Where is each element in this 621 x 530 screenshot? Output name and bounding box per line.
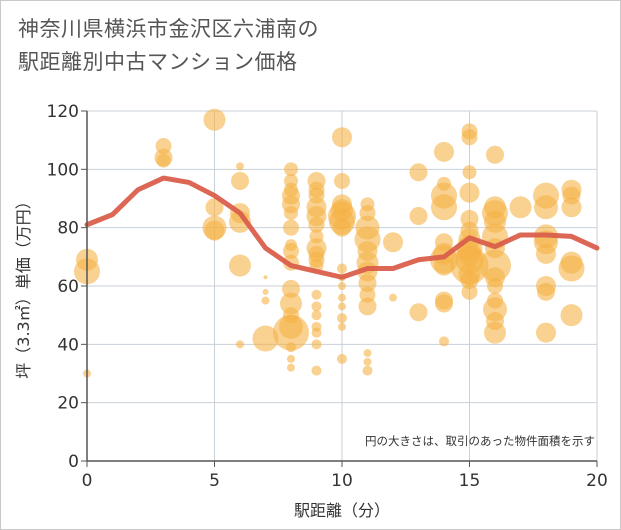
y-tick-label: 120: [47, 102, 79, 122]
data-bubble: [431, 194, 457, 221]
data-bubble: [439, 336, 449, 347]
data-bubble: [334, 173, 350, 189]
data-bubble: [311, 289, 322, 300]
y-tick-label: 20: [57, 394, 79, 414]
y-tick-label: 40: [57, 335, 79, 355]
data-bubble: [383, 232, 403, 253]
data-bubble: [561, 197, 582, 218]
data-bubble: [537, 282, 555, 301]
chart-title: 神奈川県横浜市金沢区六浦南の 駅距離別中古マンション価格: [18, 13, 319, 79]
data-bubble: [338, 322, 346, 331]
size-legend-note: 円の大きさは、取引のあった物件面積を示す: [365, 434, 595, 448]
data-bubble: [311, 327, 322, 338]
y-tick-label: 0: [68, 452, 79, 472]
data-bubble: [358, 274, 377, 293]
data-bubble: [509, 196, 532, 219]
data-bubble: [236, 162, 244, 171]
data-bubble: [282, 279, 300, 298]
data-bubble: [262, 288, 269, 295]
data-bubble: [337, 263, 347, 274]
data-bubble: [409, 163, 428, 182]
y-tick-label: 60: [57, 277, 79, 297]
data-bubble: [229, 254, 251, 277]
data-bubble: [486, 145, 504, 164]
data-bubble: [205, 198, 224, 217]
x-tick-label: 5: [209, 471, 220, 491]
x-axis-label: 駅距離（分）: [294, 501, 390, 520]
data-bubble: [311, 301, 322, 312]
data-bubble: [362, 365, 373, 376]
data-bubble: [461, 129, 478, 146]
data-bubble: [231, 172, 249, 190]
title-line-1: 神奈川県横浜市金沢区六浦南の: [18, 17, 319, 41]
data-bubble: [203, 108, 226, 131]
data-bubble: [434, 255, 454, 276]
data-bubble: [280, 292, 302, 315]
data-bubble: [560, 304, 583, 327]
y-tick-label: 80: [57, 219, 79, 239]
data-bubble: [434, 141, 454, 162]
trend-series: [84, 175, 600, 280]
x-tick-label: 0: [82, 471, 93, 491]
data-bubble: [332, 127, 352, 148]
data-bubble: [435, 294, 453, 313]
data-bubble: [283, 219, 299, 236]
data-bubble: [363, 357, 372, 366]
data-bubble: [487, 278, 503, 294]
data-bubble: [287, 354, 295, 363]
x-tick-label: 20: [586, 471, 608, 491]
data-bubble: [337, 353, 347, 364]
data-bubble: [462, 165, 477, 180]
data-bubble: [263, 275, 268, 280]
data-bubble: [284, 162, 298, 177]
data-bubble: [363, 349, 372, 358]
data-bubble: [536, 322, 556, 343]
x-tick-label: 10: [331, 471, 353, 491]
bubble-series: [74, 108, 585, 378]
data-bubble: [536, 243, 556, 264]
data-bubble: [338, 302, 346, 311]
data-bubble: [236, 340, 244, 349]
data-bubble: [156, 153, 171, 168]
data-bubble: [261, 296, 270, 305]
data-bubble: [461, 283, 478, 300]
data-bubble: [284, 206, 298, 221]
trend-line: [84, 175, 600, 280]
data-bubble: [558, 255, 585, 282]
data-bubble: [204, 220, 225, 241]
data-bubble: [459, 182, 480, 203]
x-tick-label: 15: [459, 471, 481, 491]
data-bubble: [273, 314, 309, 351]
data-bubble: [337, 313, 347, 324]
y-tick-label: 100: [47, 160, 79, 180]
data-bubble: [409, 207, 428, 225]
data-bubble: [287, 363, 295, 372]
y-axis-label: 坪（3.3㎡）単価（万円）: [14, 193, 33, 378]
data-bubble: [484, 321, 506, 344]
data-bubble: [338, 293, 346, 302]
data-bubble: [252, 325, 279, 352]
data-bubble: [333, 218, 351, 237]
data-bubble: [409, 303, 428, 322]
data-bubble: [358, 297, 377, 316]
data-bubble: [534, 195, 558, 220]
data-bubble: [460, 271, 479, 290]
data-bubble: [286, 342, 296, 353]
axes: 0 5 10 15 20 0 20 40 60 80 100 120: [47, 102, 608, 491]
data-bubble: [389, 293, 397, 302]
title-line-2: 駅距離別中古マンション価格: [18, 50, 298, 74]
data-bubble: [311, 310, 322, 321]
data-bubble: [229, 210, 251, 233]
data-bubble: [338, 282, 346, 290]
data-bubble: [311, 365, 322, 376]
data-bubble: [311, 339, 322, 350]
data-bubble: [283, 243, 299, 259]
data-bubble: [308, 216, 325, 233]
